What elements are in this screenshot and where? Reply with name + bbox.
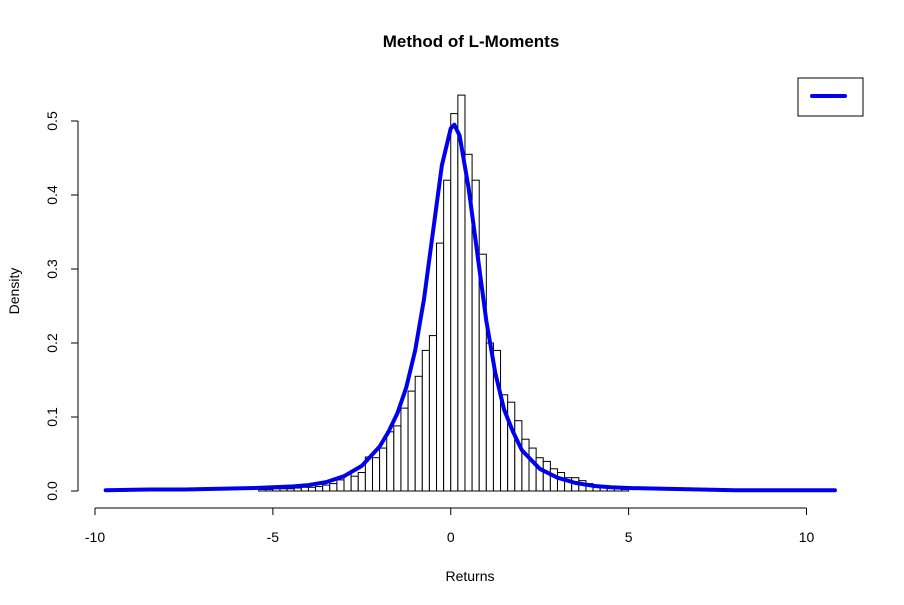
histogram-bar (407, 390, 416, 492)
histogram-bar (322, 484, 331, 492)
y-tick-label: 0.4 (44, 185, 60, 205)
chart-title: Method of L-Moments (383, 32, 560, 51)
y-tick-label: 0.5 (44, 111, 60, 131)
histogram-bar (549, 468, 558, 492)
histogram-bar (556, 472, 566, 492)
histogram-bar (336, 479, 345, 492)
histogram-bars (258, 94, 630, 492)
x-tick-label: 0 (447, 529, 455, 545)
histogram-bar (521, 438, 530, 492)
y-tick-label: 0.1 (44, 407, 60, 427)
histogram-bar (371, 457, 381, 492)
x-tick-label: 10 (799, 529, 815, 545)
histogram-bar (286, 488, 295, 492)
x-axis: -10 -5 0 5 10 (85, 507, 815, 545)
histogram-bar (535, 457, 544, 492)
histogram-bar (400, 407, 409, 492)
x-tick-label: 5 (625, 529, 633, 545)
x-tick-label: -10 (85, 529, 105, 545)
x-axis-label: Returns (445, 568, 494, 584)
y-tick-label: 0.0 (44, 481, 60, 501)
histogram-bar (300, 486, 309, 492)
histogram-bar (507, 401, 516, 492)
histogram-bar (428, 335, 438, 492)
legend (797, 77, 864, 117)
histogram-bar (386, 431, 395, 492)
fitted-density-curve (103, 122, 837, 493)
histogram-bar (542, 460, 551, 492)
y-axis-label: Density (6, 268, 22, 315)
histogram-bar (279, 488, 288, 492)
histogram-bar (443, 179, 452, 492)
histogram-bar (436, 242, 445, 492)
y-tick-label: 0.3 (44, 259, 60, 279)
y-axis: 0.0 0.1 0.2 0.3 0.4 0.5 (44, 111, 79, 501)
histogram-bar (421, 349, 430, 492)
histogram-bar (265, 489, 274, 492)
histogram-bar (379, 447, 388, 492)
histogram-bar (514, 420, 523, 492)
histogram-bar (329, 483, 338, 492)
histogram-bar (393, 425, 402, 492)
histogram-bar (528, 447, 537, 492)
histogram-bar (357, 472, 366, 492)
histogram-bar (450, 113, 459, 492)
histogram-bar (350, 475, 359, 492)
histogram-bar (307, 486, 317, 492)
x-tick-label: -5 (267, 529, 280, 545)
histogram-bar (293, 487, 302, 492)
y-tick-label: 0.2 (44, 333, 60, 353)
histogram-bar (315, 486, 324, 492)
histogram-bar (414, 375, 423, 492)
fitted-curve-layer (103, 122, 837, 493)
